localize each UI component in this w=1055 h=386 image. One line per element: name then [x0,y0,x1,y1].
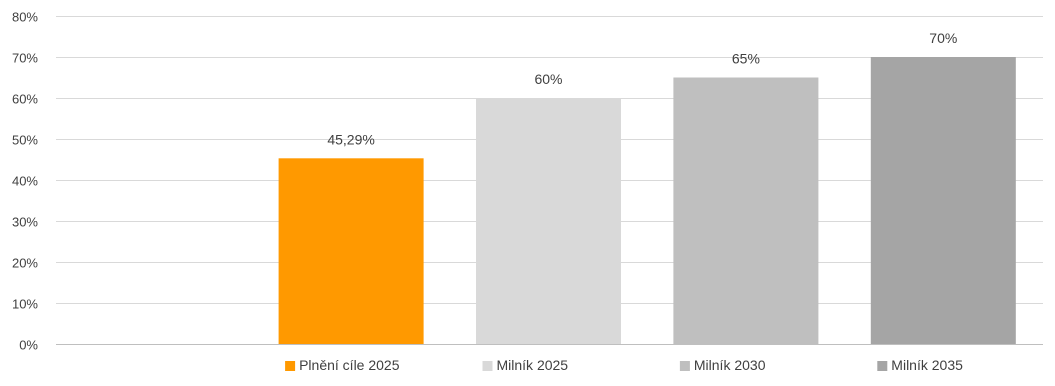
y-tick-label: 20% [12,256,38,271]
y-tick-label: 70% [12,51,38,66]
legend: Plnění cíle 2025 Milník 2025 Milník 2030 Mi… [285,357,963,373]
bar [870,57,1016,344]
y-axis-tick-labels: 0% 10% 20% 30% 40% 50% 60% 70% 80% [12,10,38,353]
legend-label: Milník 2025 [497,357,569,373]
data-label: 60% [534,71,562,87]
y-tick-label: 0% [19,338,38,353]
bar [278,158,424,344]
legend-label: Plnění cíle 2025 [299,357,400,373]
data-label: 65% [732,51,760,67]
data-labels: 45,29% 60% 65% 70% [327,30,957,147]
legend-swatch [877,361,888,371]
y-tick-label: 10% [12,297,38,312]
data-label: 70% [929,30,957,46]
y-tick-label: 40% [12,174,38,189]
y-tick-label: 80% [12,10,38,25]
legend-label: Milník 2035 [891,357,963,373]
legend-swatch [679,361,690,371]
legend-swatch [482,361,493,371]
data-label: 45,29% [327,131,374,147]
legend-label: Milník 2030 [694,357,766,373]
bars [278,57,1016,344]
legend-swatch [285,361,296,371]
bar [673,77,819,344]
y-tick-label: 30% [12,215,38,230]
bar [476,98,621,344]
y-tick-label: 50% [12,133,38,148]
y-tick-label: 60% [12,92,38,107]
